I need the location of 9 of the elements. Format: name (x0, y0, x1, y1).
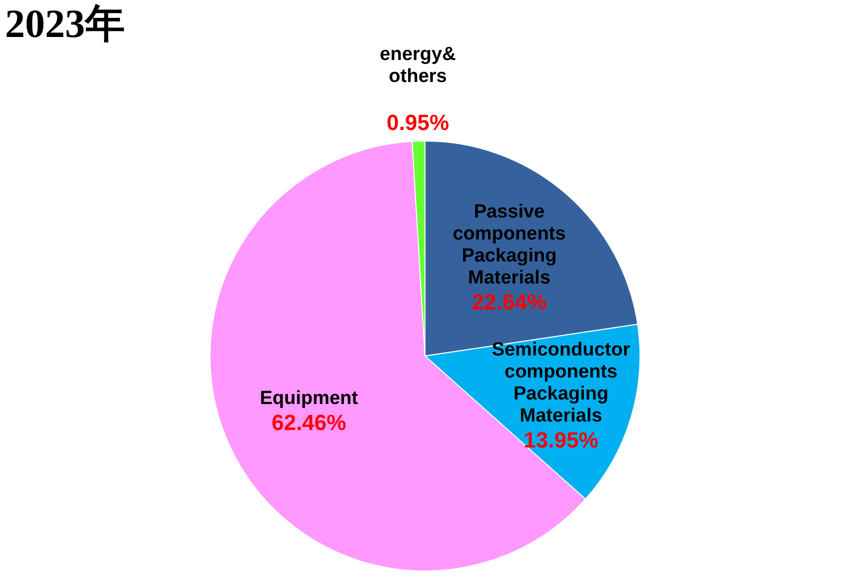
slice-label: Equipment (260, 388, 359, 410)
data-label: 13.95% (524, 428, 598, 453)
slice-label: Semiconductor components Packaging Materials (492, 340, 631, 427)
slice-label: energy& others (380, 44, 456, 88)
data-label: 22.64% (472, 289, 547, 314)
data-label: 62.46% (272, 410, 346, 436)
slice-label: Passive components Packaging Materials (452, 201, 566, 288)
chart-title: 2023年 (5, 1, 125, 46)
data-label: 0.95% (386, 110, 450, 136)
